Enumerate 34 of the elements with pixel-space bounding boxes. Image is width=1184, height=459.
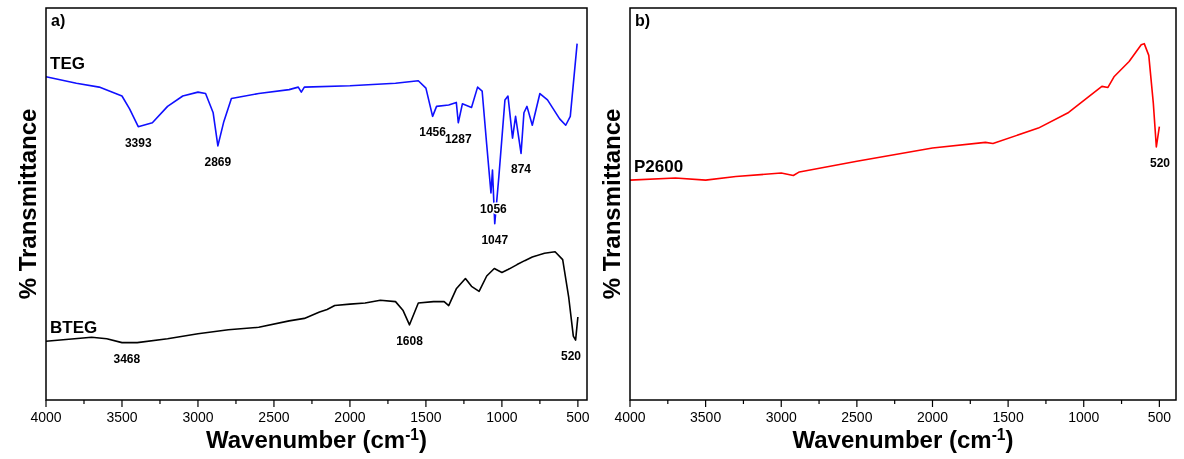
x-tick-label: 3500	[106, 409, 138, 425]
annotation: 520	[1149, 155, 1171, 170]
annotation: 3393	[124, 135, 152, 150]
y-axis-title: % Transmittance	[14, 108, 41, 300]
annotation: 520	[560, 349, 582, 364]
x-tick-label: 1000	[486, 409, 518, 425]
annotation: 1047	[481, 232, 509, 247]
x-tick-label: 1500	[410, 409, 442, 425]
x-tick-label: 2500	[258, 409, 290, 425]
x-tick-label: 2500	[841, 409, 873, 425]
x-tick-label: 2000	[334, 409, 366, 425]
annotation: 1608	[396, 333, 424, 348]
x-tick-label: 1000	[1068, 409, 1100, 425]
annotation: 1456	[419, 125, 447, 140]
annotation: 874	[511, 162, 532, 177]
x-axis-title: Wavenumber (cm$^{-1}$)	[792, 425, 1014, 453]
series-label: P2600	[634, 157, 684, 177]
x-axis-title: Wavenumber (cm$^{-1}$)	[205, 425, 428, 453]
x-tick-label: 500	[566, 409, 590, 425]
annotation: 2869	[204, 154, 232, 169]
x-tick-label: 2000	[916, 409, 949, 425]
x-tick-label: 3000	[182, 409, 214, 425]
y-axis-title: % Transmittance	[598, 108, 625, 300]
series-label: BTEG	[50, 318, 98, 338]
series-label: TEG	[50, 53, 85, 73]
x-tick-label: 3000	[765, 409, 798, 425]
x-tick-label: 500	[1147, 409, 1172, 425]
text: b)	[635, 12, 651, 29]
x-tick-label: 3500	[690, 409, 722, 425]
annotation: 3468	[113, 351, 141, 366]
x-tick-label: 1500	[992, 409, 1024, 425]
text: a)	[51, 12, 66, 29]
x-tick-label: 4000	[614, 409, 646, 425]
x-tick-label: 4000	[30, 409, 62, 425]
